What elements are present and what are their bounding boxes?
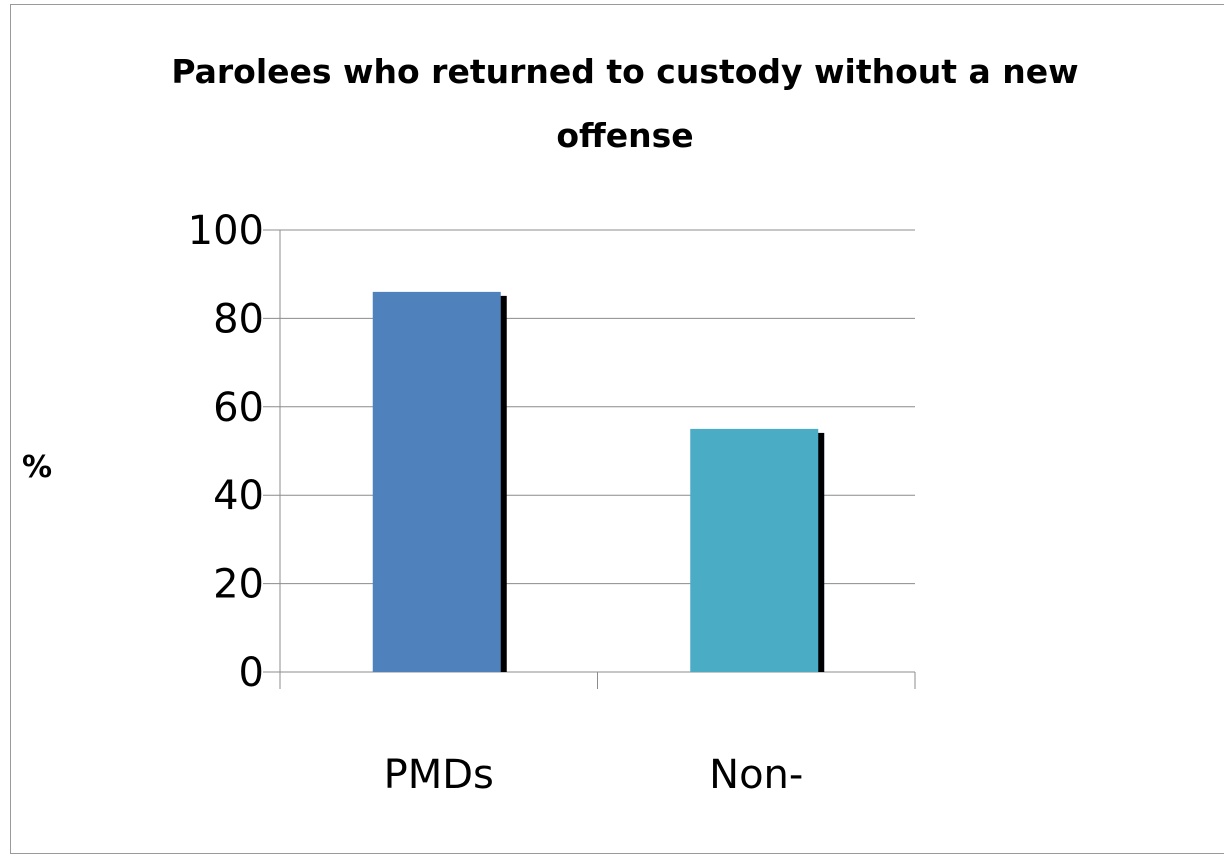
bar-non [690, 428, 819, 672]
y-tick-label: 40 [213, 473, 264, 519]
y-axis-label: % [22, 450, 53, 485]
bar-pmds [372, 291, 501, 672]
tick-labels: 0 20 40 60 80 100 PMDs Non- [188, 208, 804, 798]
y-tick-label: 0 [239, 650, 264, 696]
bars [372, 291, 825, 672]
chart-title: Parolees who returned to custody without… [171, 52, 1079, 155]
x-tick-label: Non- [709, 752, 803, 798]
y-tick-label: 100 [188, 208, 264, 254]
x-tick-label: PMDs [384, 752, 494, 798]
y-tick-label: 60 [213, 385, 264, 431]
y-tick-label: 20 [213, 562, 264, 608]
y-tick-label: 80 [213, 296, 264, 342]
